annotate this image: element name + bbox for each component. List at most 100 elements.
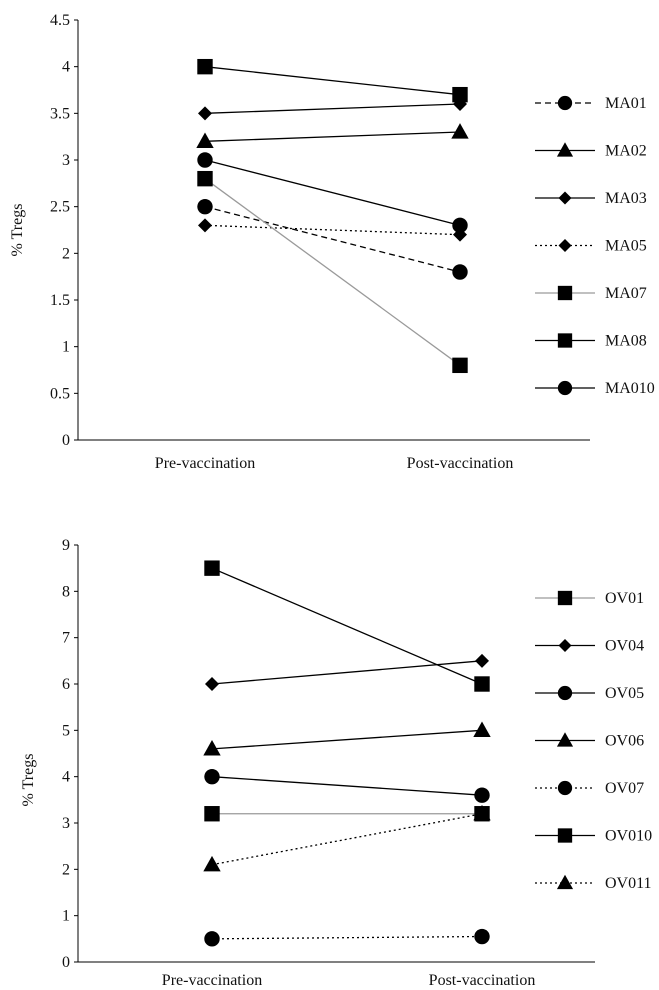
legend-entry: MA07 <box>535 285 647 302</box>
legend-marker <box>556 874 574 890</box>
legend-label: MA08 <box>605 333 647 350</box>
y-tick-label: 4 <box>62 769 70 786</box>
legend-marker <box>557 333 573 348</box>
series-line <box>204 178 461 366</box>
legend-entry: OV011 <box>535 874 652 892</box>
y-tick-label: 5 <box>62 722 70 739</box>
series-OV011 <box>203 804 491 872</box>
series-line <box>204 224 461 236</box>
x-category-label: Pre-vaccination <box>155 455 255 472</box>
series-line <box>211 567 483 685</box>
legend-entry: MA05 <box>535 238 647 255</box>
y-tick-label: 4 <box>62 59 70 76</box>
series-OV01 <box>204 806 490 822</box>
data-point <box>452 217 468 234</box>
series-MA010 <box>197 152 468 234</box>
data-point <box>197 170 213 187</box>
y-tick-label: 1 <box>62 339 70 356</box>
y-tick-label: 6 <box>62 676 70 693</box>
legend-label: MA02 <box>605 143 647 160</box>
legend-entry: OV05 <box>535 685 644 702</box>
y-tick-label: 0.5 <box>50 385 70 402</box>
legend-label: OV06 <box>605 733 644 750</box>
series-OV06 <box>203 721 491 756</box>
data-point <box>205 677 219 691</box>
legend-marker <box>557 95 573 111</box>
chart-panel-1: 0 0.5 1 1.5 2 2.5 3 3.5 4 4.5 % Tregs Pre-vaccinati… <box>9 12 655 472</box>
legend-label: OV04 <box>605 638 644 655</box>
y-tick-label: 4.5 <box>50 12 70 29</box>
legend-marker <box>556 732 574 747</box>
y-tick-label: 3 <box>62 152 70 169</box>
series-line <box>211 776 483 796</box>
legend-marker <box>558 191 572 205</box>
legend-entry: OV04 <box>535 638 644 655</box>
series-line <box>211 935 483 940</box>
data-point <box>204 560 220 576</box>
data-point <box>474 676 490 692</box>
data-point <box>451 123 469 139</box>
legend-marker <box>558 239 572 252</box>
series-MA05 <box>198 218 467 242</box>
y-tick-label: 0 <box>62 432 70 449</box>
y-tick-label: 1 <box>62 908 70 925</box>
data-point <box>474 928 490 945</box>
series-line <box>204 66 461 96</box>
legend-marker <box>557 828 573 843</box>
series-line <box>211 729 483 750</box>
data-point <box>473 804 491 821</box>
legend-label: MA07 <box>605 285 647 302</box>
data-point <box>204 806 220 822</box>
y-tick-label: 3 <box>62 815 70 832</box>
legend-marker <box>557 685 573 701</box>
legend-label: OV01 <box>605 590 644 607</box>
data-point <box>452 264 468 280</box>
x-category-label: Pre-vaccination <box>162 972 262 989</box>
series-line <box>211 660 483 685</box>
data-point <box>203 740 221 756</box>
data-point <box>204 768 220 785</box>
series-OV04 <box>205 653 489 691</box>
legend-entry: OV06 <box>535 732 644 750</box>
series-line <box>204 159 461 226</box>
y-tick-label: 8 <box>62 583 70 600</box>
series-line <box>211 813 483 866</box>
series-line <box>204 206 461 273</box>
legend-marker <box>556 142 574 157</box>
y-tick-label: 9 <box>62 537 70 554</box>
legend-entry: MA01 <box>535 95 647 112</box>
y-tick-label: 2 <box>62 861 70 878</box>
legend-label: MA010 <box>605 380 655 397</box>
data-point <box>473 721 491 737</box>
data-point <box>203 855 221 872</box>
legend-entry: MA03 <box>535 190 647 207</box>
series-MA03 <box>198 97 467 121</box>
data-point <box>198 106 212 121</box>
legend-marker <box>557 380 573 396</box>
legend-label: OV05 <box>605 685 644 702</box>
y-axis-label: % Tregs <box>9 204 26 257</box>
series-MA07 <box>197 170 468 374</box>
series-OV05 <box>204 768 490 803</box>
series-MA01 <box>197 198 468 280</box>
y-tick-label: 7 <box>62 630 70 647</box>
chart-panel-2: 0 1 2 3 4 5 6 7 8 9 % Tregs Pre-vaccination Post-vac… <box>20 537 652 989</box>
legend-label: MA01 <box>605 95 647 112</box>
legend-marker <box>557 780 573 796</box>
legend-label: MA05 <box>605 238 647 255</box>
data-point <box>196 132 214 148</box>
data-point <box>197 152 213 168</box>
y-tick-label: 0 <box>62 954 70 971</box>
series-OV07 <box>204 928 490 947</box>
data-point <box>475 653 489 668</box>
legend-entry: OV07 <box>535 780 644 797</box>
y-tick-label: 2 <box>62 245 70 262</box>
series-OV010 <box>204 560 490 692</box>
data-point <box>474 787 490 803</box>
legend-marker <box>558 639 572 652</box>
legend-entry: OV01 <box>535 590 644 607</box>
legend-marker <box>557 285 573 301</box>
y-axis-label: % Tregs <box>20 754 37 807</box>
data-point <box>452 357 468 374</box>
